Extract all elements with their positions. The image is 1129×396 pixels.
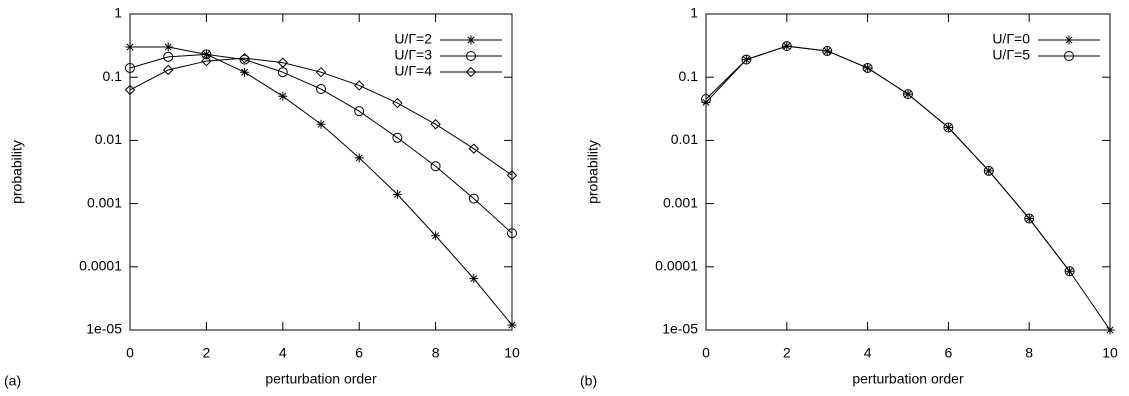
marker (701, 97, 711, 107)
marker (315, 66, 327, 78)
marker (278, 91, 288, 101)
marker (506, 170, 518, 181)
y-tick-label: 0.001 (663, 194, 698, 210)
y-axis-label: probability (9, 140, 25, 204)
y-tick-label: 0.0001 (79, 258, 122, 274)
x-tick-label: 0 (702, 345, 710, 361)
panel-label: (b) (580, 373, 597, 389)
legend-label: U/Γ=3 (394, 47, 432, 63)
legend-label: U/Γ=5 (992, 47, 1030, 63)
series-line (129, 53, 513, 234)
marker (392, 97, 403, 109)
marker (239, 52, 250, 64)
x-tick-label: 2 (203, 345, 211, 361)
marker (201, 49, 212, 60)
marker (1065, 266, 1075, 276)
marker (741, 54, 752, 65)
y-tick-label: 1 (114, 5, 122, 21)
marker (353, 80, 365, 91)
marker (430, 161, 441, 172)
marker (983, 165, 994, 176)
marker (943, 122, 954, 133)
marker (701, 94, 711, 105)
y-tick-label: 1 (690, 5, 698, 21)
y-tick-label: 1e-05 (86, 321, 122, 337)
marker (1064, 51, 1074, 61)
y-tick-label: 0.1 (103, 68, 123, 84)
y-tick-label: 0.01 (671, 131, 698, 147)
marker (468, 193, 479, 204)
marker (466, 51, 476, 61)
marker (862, 62, 873, 73)
y-tick-label: 0.1 (679, 68, 699, 84)
marker (507, 228, 517, 239)
marker (316, 119, 326, 129)
marker (466, 35, 476, 45)
marker (239, 54, 250, 65)
legend-label: U/Γ=4 (394, 63, 432, 79)
series-line (129, 57, 513, 176)
panel-label: (a) (4, 373, 21, 389)
series-line (705, 45, 1070, 272)
x-tick-label: 6 (355, 345, 363, 361)
x-tick-label: 4 (279, 345, 287, 361)
marker (469, 274, 479, 284)
legend-label: U/Γ=0 (992, 31, 1030, 47)
marker (162, 64, 174, 76)
marker (125, 62, 135, 73)
marker (1064, 266, 1075, 277)
marker (430, 119, 441, 130)
marker (903, 89, 913, 100)
series-line (705, 45, 1111, 331)
marker (1024, 213, 1035, 224)
marker (431, 231, 441, 241)
x-axis-label: perturbation order (265, 371, 377, 387)
marker (468, 143, 480, 154)
marker (392, 189, 402, 199)
x-tick-label: 4 (864, 345, 872, 361)
marker (1105, 325, 1115, 335)
y-tick-label: 0.01 (95, 131, 122, 147)
plot-frame (129, 13, 513, 331)
x-tick-label: 10 (504, 345, 520, 361)
marker (163, 42, 173, 52)
y-tick-label: 0.0001 (655, 258, 698, 274)
marker (1064, 35, 1074, 45)
marker (465, 66, 477, 78)
marker (392, 132, 403, 143)
marker (354, 153, 364, 163)
marker (781, 41, 792, 52)
x-tick-label: 8 (432, 345, 440, 361)
marker (822, 45, 833, 56)
x-tick-label: 8 (1025, 345, 1033, 361)
marker (277, 57, 289, 68)
x-tick-label: 10 (1102, 345, 1118, 361)
marker (201, 55, 212, 67)
marker (163, 51, 174, 62)
y-axis-label: probability (585, 140, 601, 204)
y-tick-label: 0.001 (87, 194, 122, 210)
legend-label: U/Γ=2 (394, 31, 432, 47)
marker (354, 106, 365, 117)
x-axis-label: perturbation order (852, 371, 964, 387)
x-tick-label: 0 (126, 345, 134, 361)
y-tick-label: 1e-05 (662, 321, 698, 337)
marker (507, 320, 517, 330)
x-tick-label: 6 (945, 345, 953, 361)
plot-frame (705, 13, 1111, 331)
x-tick-label: 2 (783, 345, 791, 361)
marker (240, 67, 250, 77)
marker (124, 84, 136, 96)
marker (125, 42, 135, 52)
marker (316, 84, 326, 95)
